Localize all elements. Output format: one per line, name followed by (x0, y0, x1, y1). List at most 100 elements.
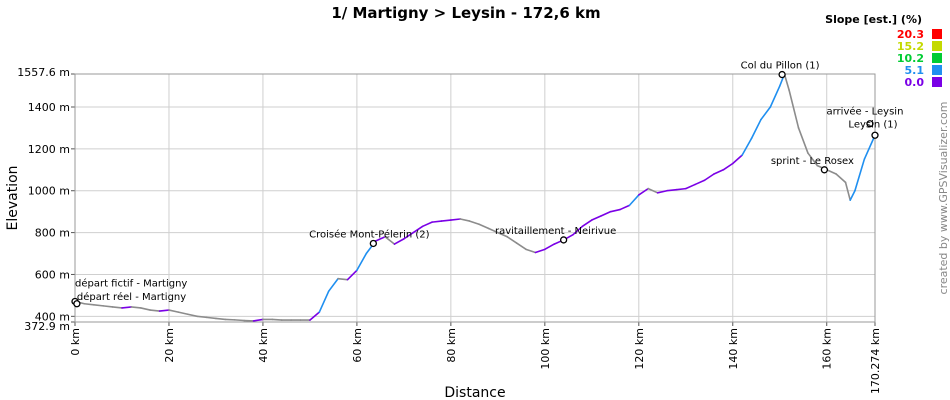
legend-swatch (932, 53, 942, 63)
profile-segment (515, 242, 527, 251)
profile-segment (252, 318, 264, 322)
profile-segment (478, 223, 490, 230)
legend-swatch (932, 29, 942, 39)
x-tick-label: 170.274 km (869, 328, 882, 394)
y-tick-label: 372.9 m (24, 320, 70, 333)
waypoint-marker (369, 239, 377, 248)
slope-legend: Slope [est.] (%) 20.315.210.25.10.0 (825, 13, 942, 89)
legend-value: 5.1 (905, 64, 925, 77)
waypoint-marker (871, 131, 879, 139)
profile-segment (102, 305, 114, 308)
waypoint-label: départ fictif - Martigny (75, 277, 187, 289)
profile-segment (675, 187, 687, 191)
profile-segment (619, 204, 631, 211)
profile-segment (215, 317, 227, 321)
x-tick-label: 0 km (69, 328, 82, 356)
profile-segment (346, 269, 358, 281)
y-axis-title: Elevation (5, 165, 21, 230)
profile-segment (196, 315, 208, 319)
profile-segment (863, 134, 876, 161)
waypoint-label: Leysin (1) (848, 119, 897, 130)
profile-segment (835, 173, 847, 184)
profile-segment (750, 118, 762, 140)
profile-segment (694, 179, 706, 186)
waypoint-label: ravitaillement - Neirivue (495, 226, 616, 237)
profile-segment (844, 181, 852, 201)
series-0 (74, 73, 876, 322)
profile-segment (468, 220, 480, 226)
chart-title: 1/ Martigny > Leysin - 172,6 km (331, 4, 600, 22)
waypoint-marker (559, 236, 568, 244)
profile-segment (647, 187, 659, 194)
waypoint-label: départ réel - Martigny (77, 291, 186, 303)
profile-segment (450, 218, 462, 221)
waypoint-label: Col du Pillon (1) (741, 61, 820, 72)
profile-segment (205, 316, 217, 320)
profile-segment (731, 154, 743, 165)
profile-segment (628, 194, 640, 207)
profile-segment (656, 189, 668, 194)
elevation-profile (74, 73, 876, 322)
profile-segment (703, 173, 715, 182)
profile-segment (92, 304, 104, 307)
profile-segment (760, 106, 772, 121)
y-tick-label: 400 m (35, 310, 70, 323)
profile-segment (591, 215, 603, 221)
y-tick-label: 1400 m (28, 101, 70, 114)
profile-segment (440, 219, 452, 222)
waypoint-label: sprint - Le Rosex (771, 156, 854, 167)
x-tick-label: 40 km (257, 328, 270, 363)
x-tick-label: 140 km (727, 328, 740, 370)
profile-segment (807, 152, 819, 167)
profile-segment (431, 220, 443, 223)
profile-segment (600, 210, 612, 217)
waypoints: départ fictif - Martigny départ réel - Ma… (71, 61, 903, 308)
profile-segment (666, 188, 678, 192)
grid (74, 73, 876, 323)
profile-segment (130, 306, 142, 309)
y-tick-label: 1200 m (28, 143, 70, 156)
profile-segment (497, 231, 509, 238)
profile-segment (741, 137, 753, 156)
profile-segment (581, 219, 593, 228)
profile-segment (825, 168, 837, 175)
profile-segment (684, 183, 696, 190)
profile-segment (412, 225, 424, 234)
y-tick-label: 800 m (35, 227, 70, 240)
legend-title: Slope [est.] (%) (825, 13, 922, 26)
profile-segment (487, 227, 499, 234)
profile-segment (111, 306, 123, 309)
x-tick-label: 120 km (633, 328, 646, 370)
profile-segment (158, 309, 170, 312)
x-axis-title: Distance (444, 385, 505, 400)
profile-segment (233, 319, 245, 322)
profile-segment (139, 307, 151, 311)
legend-value: 10.2 (897, 52, 924, 65)
profile-segment (525, 248, 537, 254)
profile-segment (609, 208, 621, 213)
profile-segment (393, 238, 405, 245)
profile-segment (83, 302, 95, 306)
profile-segment (506, 235, 518, 244)
legend-swatch (932, 41, 942, 51)
profile-segment (177, 311, 189, 316)
y-tick-label: 1557.6 m (17, 66, 70, 79)
profile-segment (168, 309, 180, 313)
profile-segment (854, 158, 866, 192)
x-tick-label: 60 km (351, 328, 364, 363)
legend-value: 15.2 (897, 40, 924, 53)
profile-segment (121, 306, 133, 309)
profile-segment (722, 162, 734, 171)
profile-segment (788, 89, 800, 129)
profile-segment (421, 221, 433, 228)
profile-segment (186, 313, 198, 318)
legend-value: 0.0 (905, 76, 925, 89)
profile-segment (337, 277, 349, 281)
y-tick-label: 1000 m (28, 185, 70, 198)
profile-segment (713, 168, 725, 175)
x-tick-label: 160 km (821, 328, 834, 370)
profile-segment (572, 225, 584, 236)
y-tick-label: 600 m (35, 268, 70, 281)
